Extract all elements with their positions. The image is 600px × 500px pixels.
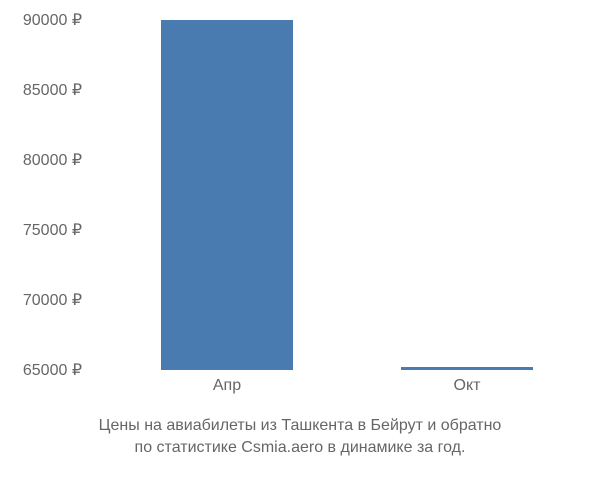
price-chart: 65000 ₽ 70000 ₽ 75000 ₽ 80000 ₽ 85000 ₽ 90000… xyxy=(0,0,600,500)
caption-line-2: по статистике Csmia.aero в динамике за г… xyxy=(135,439,466,456)
caption-line-1: Цены на авиабилеты из Ташкента в Бейрут … xyxy=(99,417,502,434)
y-tick-label: 65000 ₽ xyxy=(23,360,82,380)
chart-caption: Цены на авиабилеты из Ташкента в Бейрут … xyxy=(0,415,600,460)
y-tick-label: 85000 ₽ xyxy=(23,80,82,100)
y-axis: 65000 ₽70000 ₽75000 ₽80000 ₽85000 ₽90000… xyxy=(0,20,90,370)
y-tick-label: 70000 ₽ xyxy=(23,290,82,310)
bar xyxy=(161,20,293,370)
x-tick-label: Окт xyxy=(454,377,481,395)
plot-area xyxy=(95,20,575,370)
y-tick-label: 75000 ₽ xyxy=(23,220,82,240)
x-tick-label: Апр xyxy=(213,377,241,395)
y-tick-label: 90000 ₽ xyxy=(23,10,82,30)
y-tick-label: 80000 ₽ xyxy=(23,150,82,170)
x-axis: Апр Окт xyxy=(95,375,575,405)
bar xyxy=(401,367,533,370)
